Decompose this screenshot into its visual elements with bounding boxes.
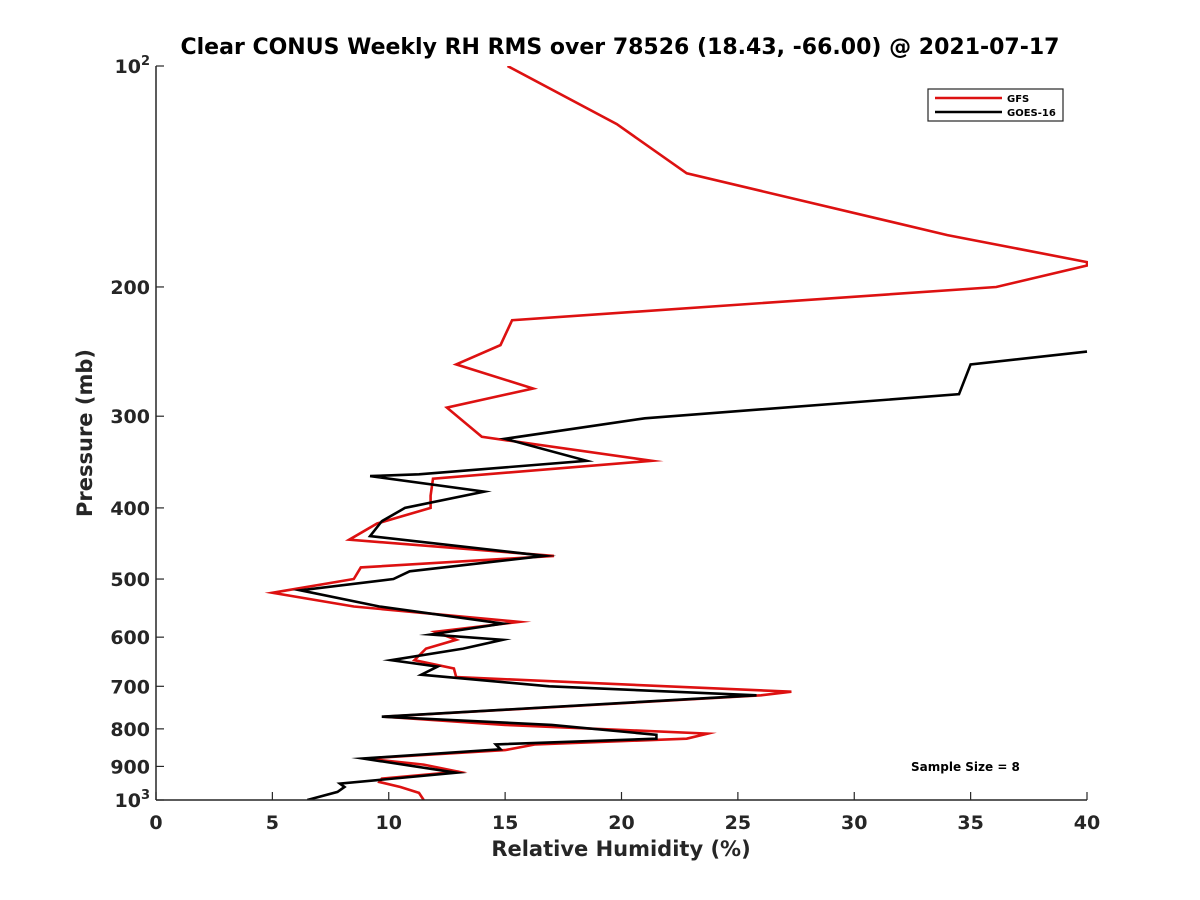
- chart-title: Clear CONUS Weekly RH RMS over 78526 (18…: [181, 35, 1060, 60]
- x-axis-title: Relative Humidity (%): [491, 837, 750, 861]
- legend: GFS GOES-16: [927, 88, 1064, 122]
- x-axis-ticks: 0 5 10 15 20 25 30 35 40: [149, 792, 1100, 834]
- y-axis-ticks: 102 200 300 400 500 600 700 800 900 103: [110, 54, 164, 812]
- legend-box: [927, 88, 1064, 122]
- y-tick-label: 103: [115, 788, 151, 812]
- x-tick-label: 20: [608, 812, 634, 834]
- x-tick-label: 15: [492, 812, 518, 834]
- x-tick-label: 0: [149, 812, 162, 834]
- sample-size-annotation: Sample Size = 8: [911, 760, 1020, 774]
- y-tick-label: 800: [110, 719, 150, 741]
- x-tick-label: 5: [266, 812, 279, 834]
- y-tick-label: 600: [110, 627, 150, 649]
- series-line-gfs: [264, 66, 1088, 800]
- legend-label: GOES-16: [1007, 108, 1056, 119]
- series-line-goes-16: [292, 350, 1088, 800]
- legend-label: GFS: [1007, 94, 1029, 105]
- y-tick-label: 300: [110, 406, 150, 428]
- x-tick-label: 35: [957, 812, 983, 834]
- y-tick-label: 700: [110, 676, 150, 698]
- x-tick-label: 40: [1074, 812, 1100, 834]
- x-tick-label: 25: [725, 812, 751, 834]
- legend-items: GFS GOES-16: [935, 94, 1056, 119]
- y-tick-label: 102: [115, 54, 151, 78]
- series-layer: [264, 66, 1088, 800]
- x-tick-label: 30: [841, 812, 867, 834]
- y-tick-label: 200: [110, 277, 150, 299]
- y-tick-label: 500: [110, 569, 150, 591]
- y-axis-title: Pressure (mb): [73, 349, 97, 517]
- x-tick-label: 10: [376, 812, 402, 834]
- plot-area: 0 5 10 15 20 25 30 35 40 102 200 300 400 500 600 700 80…: [110, 54, 1100, 834]
- y-tick-label: 900: [110, 756, 150, 778]
- y-tick-label: 400: [110, 498, 150, 520]
